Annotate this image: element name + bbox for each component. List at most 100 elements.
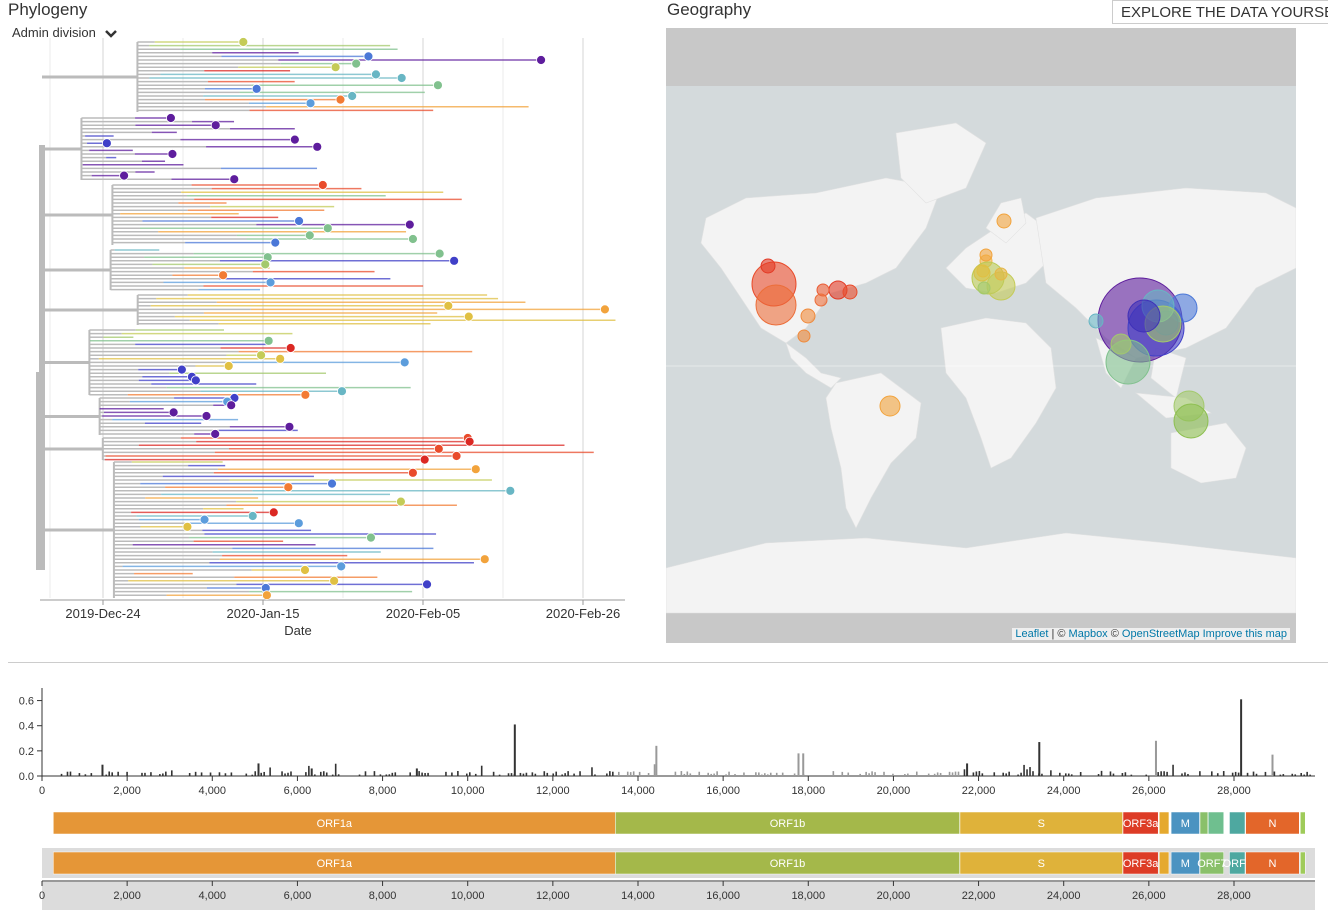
entropy-bar[interactable] bbox=[510, 773, 513, 776]
entropy-bar[interactable] bbox=[162, 773, 164, 776]
entropy-bar[interactable] bbox=[764, 773, 766, 776]
entropy-bar[interactable] bbox=[427, 772, 429, 776]
entropy-bar[interactable] bbox=[883, 771, 885, 776]
map-location-bubble[interactable] bbox=[800, 308, 816, 324]
tree-tip[interactable] bbox=[327, 478, 337, 489]
entropy-bar[interactable] bbox=[1181, 773, 1183, 776]
mapbox-link[interactable]: Mapbox bbox=[1068, 628, 1108, 640]
entropy-bar[interactable] bbox=[84, 774, 87, 776]
gene-box[interactable] bbox=[1170, 811, 1200, 835]
entropy-bar[interactable] bbox=[555, 771, 558, 776]
entropy-bar[interactable] bbox=[951, 772, 954, 776]
entropy-bar[interactable] bbox=[594, 774, 596, 776]
improve-map-link[interactable]: Improve this map bbox=[1202, 628, 1287, 640]
map-location-bubble[interactable] bbox=[1127, 299, 1161, 333]
entropy-bar[interactable] bbox=[1026, 769, 1028, 776]
gene-box[interactable] bbox=[959, 811, 1123, 835]
entropy-bar[interactable] bbox=[474, 773, 477, 776]
tree-tip[interactable] bbox=[422, 579, 432, 590]
entropy-bar[interactable] bbox=[218, 772, 221, 776]
tree-tip[interactable] bbox=[226, 400, 237, 411]
tree-tip[interactable] bbox=[312, 141, 323, 152]
entropy-bar[interactable] bbox=[418, 771, 420, 776]
explore-data-button[interactable]: EXPLORE THE DATA YOURSELF bbox=[1112, 0, 1328, 24]
entropy-bar[interactable] bbox=[698, 771, 701, 776]
entropy-bar[interactable] bbox=[1160, 771, 1162, 776]
map-location-bubble[interactable] bbox=[979, 248, 993, 262]
entropy-bar[interactable] bbox=[915, 771, 918, 776]
entropy-bar[interactable] bbox=[1210, 771, 1213, 776]
tree-tip[interactable] bbox=[336, 561, 347, 572]
entropy-bar[interactable] bbox=[534, 773, 537, 776]
map-location-bubble[interactable] bbox=[1088, 313, 1104, 329]
tree-tip[interactable] bbox=[210, 120, 221, 131]
entropy-bar[interactable] bbox=[626, 771, 629, 776]
entropy-bar[interactable] bbox=[1059, 772, 1061, 776]
entropy-bar[interactable] bbox=[314, 774, 316, 776]
entropy-bar[interactable] bbox=[1255, 773, 1258, 776]
entropy-bar[interactable] bbox=[1279, 774, 1282, 776]
entropy-bar[interactable] bbox=[734, 774, 736, 776]
tree-tip[interactable] bbox=[404, 219, 415, 230]
tree-tip[interactable] bbox=[322, 223, 333, 234]
tree-tip[interactable] bbox=[317, 180, 328, 190]
entropy-bar[interactable] bbox=[1109, 771, 1112, 776]
entropy-bar[interactable] bbox=[388, 774, 391, 776]
entropy-bar[interactable] bbox=[716, 771, 718, 776]
tree-tip[interactable] bbox=[223, 361, 234, 371]
tree-tip[interactable] bbox=[407, 467, 418, 478]
map-location-bubble[interactable] bbox=[1110, 333, 1132, 355]
entropy-bar[interactable] bbox=[1240, 699, 1243, 776]
entropy-bar[interactable] bbox=[1237, 772, 1240, 776]
entropy-bar[interactable] bbox=[832, 771, 835, 776]
entropy-bar[interactable] bbox=[141, 772, 143, 776]
tree-tip[interactable] bbox=[304, 230, 315, 241]
entropy-bar[interactable] bbox=[1216, 773, 1219, 776]
entropy-bar[interactable] bbox=[546, 772, 549, 776]
entropy-bar[interactable] bbox=[1282, 774, 1285, 776]
tree-tip[interactable] bbox=[351, 58, 362, 69]
entropy-bar[interactable] bbox=[254, 771, 257, 776]
entropy-bar[interactable] bbox=[841, 771, 844, 776]
tree-tip[interactable] bbox=[261, 590, 272, 601]
entropy-bar[interactable] bbox=[1291, 773, 1294, 776]
gene-box[interactable] bbox=[1245, 811, 1300, 835]
entropy-bar[interactable] bbox=[507, 773, 510, 776]
entropy-bar[interactable] bbox=[978, 771, 981, 776]
tree-tip[interactable] bbox=[260, 259, 271, 270]
entropy-bar[interactable] bbox=[1097, 774, 1100, 776]
entropy-bar[interactable] bbox=[781, 772, 784, 776]
entropy-bar[interactable] bbox=[284, 773, 286, 776]
entropy-bar[interactable] bbox=[847, 772, 850, 776]
entropy-bar[interactable] bbox=[1300, 772, 1302, 776]
entropy-bar[interactable] bbox=[793, 773, 796, 776]
entropy-bar[interactable] bbox=[1100, 770, 1103, 776]
map-location-bubble[interactable] bbox=[814, 293, 828, 307]
tree-tip[interactable] bbox=[419, 454, 430, 465]
tree-tip[interactable] bbox=[433, 80, 443, 91]
tree-tip[interactable] bbox=[335, 94, 346, 105]
entropy-bar[interactable] bbox=[927, 773, 930, 776]
entropy-bar[interactable] bbox=[680, 771, 683, 776]
entropy-bar[interactable] bbox=[936, 772, 939, 776]
entropy-bar[interactable] bbox=[728, 771, 730, 776]
entropy-bar[interactable] bbox=[424, 773, 426, 776]
map-location-bubble[interactable] bbox=[879, 395, 901, 417]
entropy-bar[interactable] bbox=[331, 774, 334, 776]
tree-tip[interactable] bbox=[190, 375, 201, 386]
entropy-bar[interactable] bbox=[1184, 772, 1186, 776]
entropy-bar[interactable] bbox=[498, 774, 501, 776]
entropy-bar[interactable] bbox=[60, 773, 63, 776]
tree-tip[interactable] bbox=[505, 485, 516, 496]
entropy-bar[interactable] bbox=[78, 773, 81, 776]
entropy-bar[interactable] bbox=[713, 773, 715, 776]
tree-tip[interactable] bbox=[238, 37, 249, 47]
tree-tip[interactable] bbox=[265, 277, 276, 288]
entropy-bar[interactable] bbox=[1303, 774, 1305, 776]
entropy-bar[interactable] bbox=[966, 763, 969, 776]
map-location-bubble[interactable] bbox=[976, 264, 990, 278]
entropy-bar[interactable] bbox=[1172, 764, 1174, 776]
entropy-bar[interactable] bbox=[802, 753, 805, 776]
map-location-bubble[interactable] bbox=[760, 258, 776, 274]
tree-tip[interactable] bbox=[165, 113, 176, 123]
